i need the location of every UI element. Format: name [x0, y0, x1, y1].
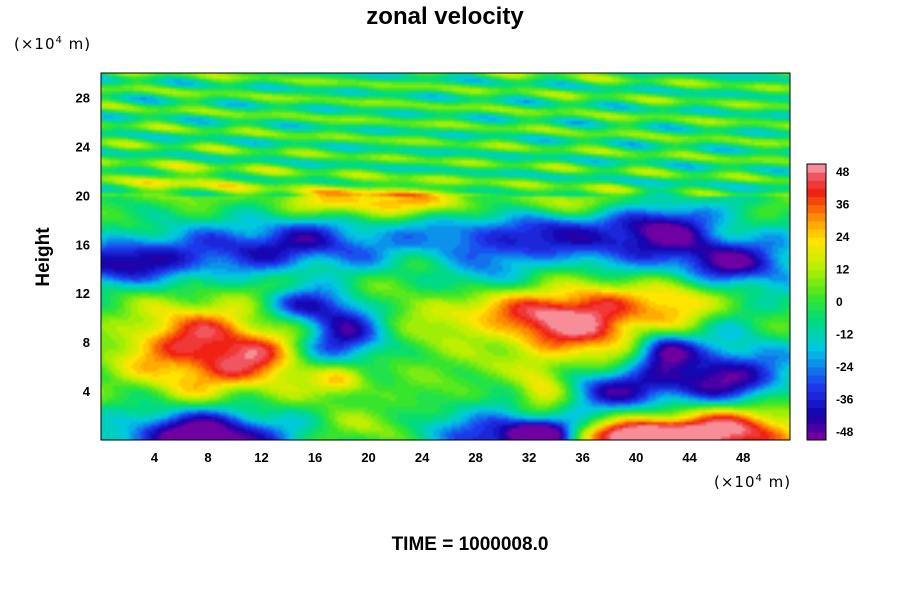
- colorbar-swatch: [807, 172, 826, 181]
- colorbar-swatch: [807, 423, 826, 433]
- x-tick-label: 28: [468, 450, 482, 465]
- x-tick-label: 16: [308, 450, 322, 465]
- plot-frame: [100, 72, 791, 441]
- colorbar-tick-label: -48: [836, 425, 854, 439]
- y-tick-label: 28: [76, 90, 90, 105]
- x-axis-unit: (×104 m): [714, 473, 791, 491]
- colorbar-tick-label: 48: [836, 165, 850, 179]
- y-tick-label: 12: [76, 286, 90, 301]
- colorbar-tick-label: 12: [836, 263, 850, 277]
- colorbar-swatch: [807, 237, 826, 246]
- colorbar-swatch: [807, 383, 826, 392]
- colorbar-swatch: [807, 318, 826, 327]
- x-tick-label: 4: [151, 450, 159, 465]
- colorbar-tick-labels: -48 -36 -24 -12 0 12 24 36 48: [836, 165, 854, 439]
- x-tick-label: 36: [575, 450, 589, 465]
- y-tick-label: 4: [83, 384, 91, 399]
- colorbar-swatch: [807, 358, 826, 368]
- colorbar-tick-label: -36: [836, 392, 854, 406]
- colorbar-swatch: [807, 310, 826, 319]
- colorbar-swatch: [807, 212, 826, 222]
- colorbar-swatch: [807, 293, 826, 303]
- colorbar-swatch: [807, 245, 826, 254]
- x-tick-label: 40: [629, 450, 643, 465]
- y-axis-unit: (×104 m): [14, 35, 91, 53]
- y-tick-label: 24: [76, 139, 91, 154]
- colorbar-frame: [806, 163, 827, 441]
- colorbar-swatch: [807, 431, 826, 441]
- x-tick-label: 8: [204, 450, 211, 465]
- colorbar-tick-label: -24: [836, 360, 854, 374]
- colorbar-swatch: [807, 269, 826, 279]
- colorbar-tick-label: -12: [836, 327, 854, 341]
- x-tick-label: 20: [361, 450, 375, 465]
- colorbar-swatch: [807, 204, 826, 214]
- colorbar-swatch: [807, 375, 826, 384]
- colorbar-tick-label: 36: [836, 198, 850, 212]
- colorbar-swatch: [807, 188, 826, 197]
- chart-title: zonal velocity: [366, 3, 524, 30]
- colorbar-swatch: [807, 366, 826, 376]
- colorbar-swatch: [807, 253, 826, 262]
- colorbar-swatch: [807, 277, 826, 287]
- colorbar-swatch: [807, 326, 826, 335]
- colorbar-tick-label: 0: [836, 295, 843, 309]
- colorbar-swatch: [807, 342, 826, 352]
- y-tick-labels: 4 8 12 16 20 24 28: [76, 90, 91, 399]
- colorbar-swatch: [807, 220, 826, 230]
- x-tick-label: 44: [682, 450, 697, 465]
- colorbar-swatch: [807, 261, 826, 271]
- time-label: TIME = 1000008.0: [392, 534, 549, 555]
- colorbar-swatch: [807, 228, 826, 238]
- colorbar-swatch: [807, 180, 826, 189]
- colorbar-swatch: [807, 302, 826, 311]
- x-tick-label: 32: [522, 450, 536, 465]
- x-tick-label: 48: [736, 450, 750, 465]
- colorbar: [806, 163, 827, 441]
- y-tick-label: 16: [76, 237, 90, 252]
- colorbar-swatch: [807, 415, 826, 425]
- x-tick-label: 12: [254, 450, 268, 465]
- y-tick-label: 20: [76, 188, 90, 203]
- colorbar-swatch: [807, 350, 826, 360]
- x-tick-label: 24: [415, 450, 430, 465]
- plot-area: [100, 72, 791, 441]
- colorbar-swatch: [807, 334, 826, 344]
- colorbar-swatch: [807, 285, 826, 295]
- colorbar-swatch: [807, 196, 826, 206]
- colorbar-swatch: [807, 407, 826, 417]
- velocity-field-image: [101, 73, 790, 440]
- y-tick-label: 8: [83, 335, 90, 350]
- y-axis-label: Height: [33, 227, 54, 287]
- x-tick-labels: 4 8 12 16 20 24 28 32 36 40 44 48: [151, 450, 751, 465]
- colorbar-swatch: [807, 164, 826, 173]
- colorbar-swatch: [807, 399, 826, 409]
- colorbar-tick-label: 24: [836, 230, 850, 244]
- colorbar-swatch: [807, 391, 826, 400]
